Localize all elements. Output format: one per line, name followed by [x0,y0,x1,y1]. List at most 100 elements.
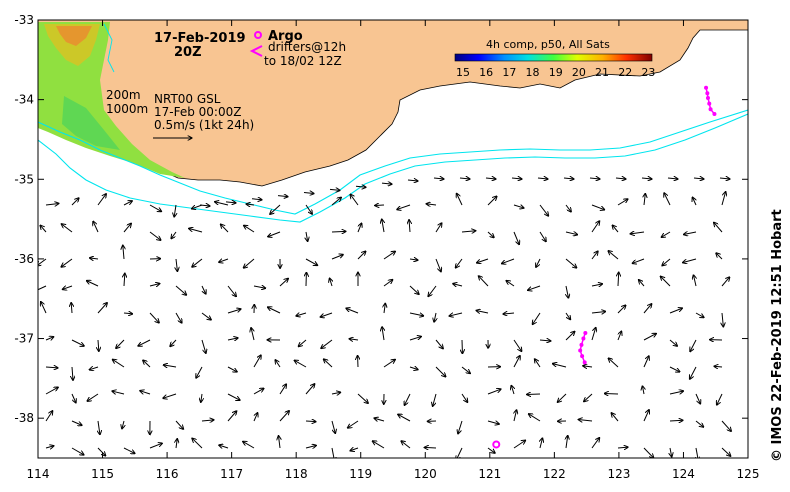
current-arrow [719,178,730,179]
current-arrow [722,312,723,327]
current-arrow [428,285,437,297]
x-tick-label: 123 [607,467,630,481]
current-arrow [221,224,229,233]
current-arrow [591,284,603,286]
current-arrow [375,205,385,206]
current-arrow [717,393,723,405]
current-arrow [532,312,541,325]
current-arrow [716,253,723,260]
current-arrow [323,359,333,368]
current-arrow [513,440,526,449]
current-arrow [566,435,568,449]
colorbar-tick-label: 21 [595,66,609,79]
current-arrow [641,178,652,179]
current-arrow [618,331,621,341]
argo-floats [492,440,501,449]
colorbar-tick-label: 15 [456,66,470,79]
current-arrow [219,445,229,448]
current-arrow [171,231,177,239]
x-tick-label: 115 [91,467,114,481]
current-arrow [630,232,645,234]
current-arrow [424,447,437,448]
current-arrow [279,411,289,422]
current-arrow [565,204,571,212]
current-arrow [349,339,359,340]
current-arrow [201,339,206,353]
current-arrow [615,178,626,179]
x-tick-label: 116 [156,467,179,481]
current-arrow [565,258,577,268]
current-arrow [227,309,241,314]
current-arrow [664,193,671,206]
current-arrow [434,312,436,322]
y-axis: -33 -34 -35 -36 -37 -38 [14,13,748,425]
x-tick-label: 122 [543,467,566,481]
current-arrow [331,197,341,206]
current-arrow [143,360,151,368]
current-arrow [721,447,731,456]
current-arrow [539,204,548,216]
current-arrow [557,393,567,402]
current-arrow [589,178,600,179]
current-arrow [409,367,418,370]
drifter-position [704,85,709,90]
current-arrow [578,419,593,421]
current-arrow [591,438,600,449]
current-arrow [433,178,444,179]
isobath-200m-label: 200m [106,88,141,102]
current-arrow [306,231,308,241]
current-arrow [298,339,307,347]
current-arrow [331,255,343,260]
current-arrow [174,204,176,217]
current-arrow [449,312,463,316]
current-arrow [565,232,578,235]
current-arrow [215,202,229,206]
current-arrow [163,365,177,367]
current-arrow [506,280,515,287]
current-arrow [38,285,47,292]
current-arrow [404,393,411,405]
current-arrow [331,420,335,433]
current-arrow [225,202,236,203]
current-arrow [487,231,494,238]
current-arrow [329,189,340,190]
current-arrow [201,393,202,402]
current-arrow [591,221,600,233]
current-arrow [502,258,515,264]
current-arrow [667,178,678,179]
current-arrow [296,313,307,316]
current-arrow [552,364,567,368]
current-arrow [478,276,489,287]
current-arrow [45,203,59,205]
current-arrow [138,339,151,346]
current-arrow [617,199,628,206]
current-arrow [253,413,258,422]
y-tick-label: -36 [14,252,34,266]
current-arrow [244,225,255,233]
current-arrow [176,439,177,449]
current-arrow [409,285,419,294]
current-arrow [346,308,359,314]
current-arrow [608,251,619,260]
current-arrow [97,194,106,206]
current-arrow [201,285,206,294]
current-arrow [372,441,385,449]
current-arrow [591,204,605,210]
current-arrow [461,393,468,402]
current-arrow [476,310,489,313]
current-arrow [357,393,368,403]
current-arrow [116,339,125,348]
current-arrow [435,339,443,349]
current-arrow [275,360,281,368]
current-arrow [669,391,684,395]
current-arrow [539,340,551,341]
current-arrow [696,447,698,458]
current-arrow [112,359,125,368]
current-arrow [632,258,645,263]
current-arrow [227,411,237,422]
current-arrow [409,312,424,316]
isobath-coast-detail [103,23,115,73]
current-arrow [714,222,723,233]
current-arrow [683,258,697,263]
current-arrow [455,258,463,268]
